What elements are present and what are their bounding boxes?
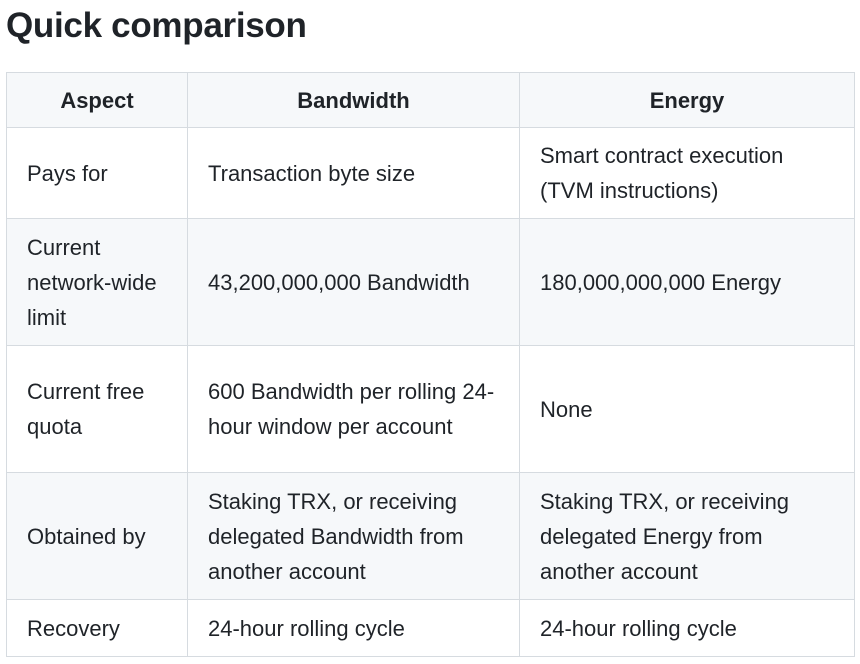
header-aspect: Aspect	[6, 72, 188, 128]
cell-energy: None	[519, 345, 855, 473]
table-row: Current free quota 600 Bandwidth per rol…	[6, 345, 855, 473]
table-row: Current network-wide limit 43,200,000,00…	[6, 218, 855, 346]
cell-energy: Staking TRX, or receiving delegated Ener…	[519, 472, 855, 600]
cell-bandwidth: Staking TRX, or receiving delegated Band…	[187, 472, 520, 600]
cell-aspect: Current free quota	[6, 345, 188, 473]
section-title: Quick comparison	[6, 6, 307, 45]
cell-bandwidth: 600 Bandwidth per rolling 24-hour window…	[187, 345, 520, 473]
table-row: Obtained by Staking TRX, or receiving de…	[6, 472, 855, 600]
table-row: Pays for Transaction byte size Smart con…	[6, 127, 855, 219]
cell-bandwidth: 24-hour rolling cycle	[187, 599, 520, 657]
cell-energy: Smart contract execution (TVM instructio…	[519, 127, 855, 219]
cell-aspect: Recovery	[6, 599, 188, 657]
cell-aspect: Pays for	[6, 127, 188, 219]
cell-aspect: Obtained by	[6, 472, 188, 600]
cell-energy: 24-hour rolling cycle	[519, 599, 855, 657]
table-body: Pays for Transaction byte size Smart con…	[6, 127, 855, 657]
comparison-table: Aspect Bandwidth Energy Pays for Transac…	[6, 72, 855, 657]
table-header: Aspect Bandwidth Energy	[6, 72, 855, 128]
cell-bandwidth: Transaction byte size	[187, 127, 520, 219]
cell-aspect: Current network-wide limit	[6, 218, 188, 346]
header-energy: Energy	[519, 72, 855, 128]
table-row: Recovery 24-hour rolling cycle 24-hour r…	[6, 599, 855, 657]
header-row: Aspect Bandwidth Energy	[6, 72, 855, 128]
header-bandwidth: Bandwidth	[187, 72, 520, 128]
cell-bandwidth: 43,200,000,000 Bandwidth	[187, 218, 520, 346]
cell-energy: 180,000,000,000 Energy	[519, 218, 855, 346]
